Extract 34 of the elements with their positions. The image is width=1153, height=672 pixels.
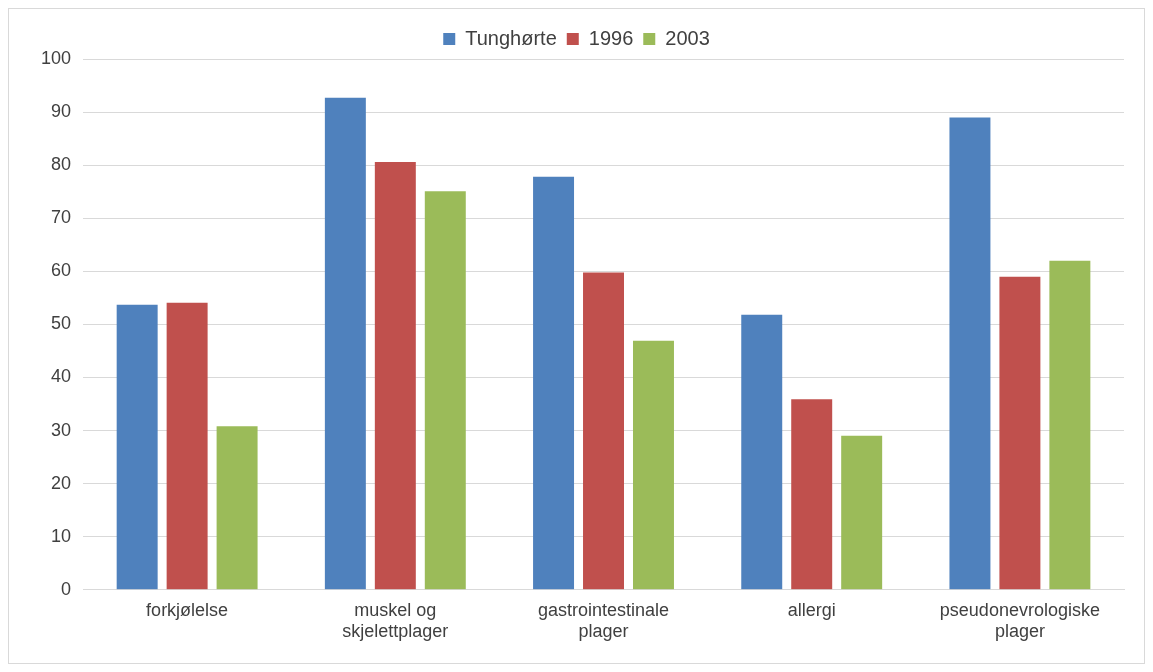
bar: [324, 97, 366, 590]
y-tick-label: 50: [51, 313, 72, 334]
x-tick-label: gastrointestinale plager: [537, 599, 670, 642]
x-tick-label: forkjølelse: [146, 599, 229, 620]
bar: [533, 176, 575, 590]
y-tick-label: 80: [51, 154, 72, 175]
bar: [949, 117, 991, 590]
y-tick-label: 20: [51, 472, 72, 493]
bar: [424, 191, 466, 590]
y-tick-label: 90: [51, 101, 72, 122]
bar: [1049, 260, 1091, 590]
x-tick-label: muskel og skjelettplager: [342, 599, 449, 642]
x-tick-label: allergi: [787, 599, 836, 620]
y-tick-label: 10: [51, 525, 72, 546]
bar: [216, 426, 258, 590]
legend-label: 1996: [588, 26, 634, 49]
bar: [166, 302, 208, 590]
bar: [999, 276, 1041, 590]
bar: [116, 304, 158, 590]
y-tick-label: 100: [40, 47, 72, 68]
legend-label: Tunghørte: [465, 26, 557, 49]
y-tick-label: 70: [51, 207, 72, 228]
bar: [583, 272, 624, 590]
legend-label: 2003: [665, 26, 710, 49]
bar: [741, 314, 783, 590]
x-tick-label: pseudonevrologiske plager: [939, 599, 1100, 642]
bar: [791, 399, 833, 590]
y-tick-label: 30: [51, 419, 72, 440]
y-tick-label: 0: [61, 578, 72, 599]
bar: [374, 161, 416, 590]
y-tick-label: 40: [51, 366, 72, 387]
bar: [841, 435, 883, 590]
bar: [633, 340, 674, 590]
y-tick-label: 60: [51, 260, 72, 281]
